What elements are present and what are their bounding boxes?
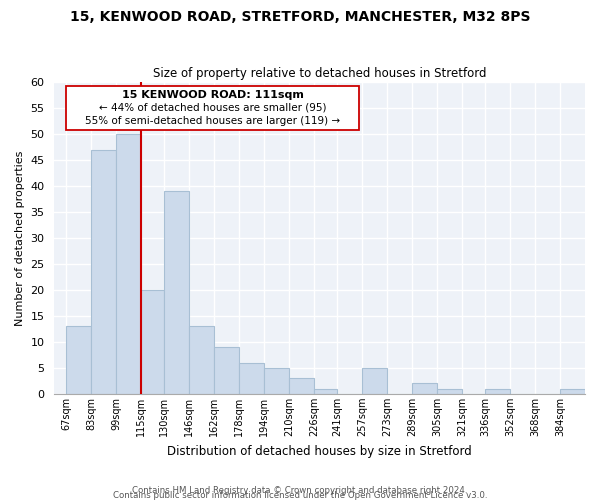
Bar	[264, 368, 289, 394]
Text: Contains HM Land Registry data © Crown copyright and database right 2024.: Contains HM Land Registry data © Crown c…	[132, 486, 468, 495]
Text: 55% of semi-detached houses are larger (119) →: 55% of semi-detached houses are larger (…	[85, 116, 340, 126]
Text: ← 44% of detached houses are smaller (95): ← 44% of detached houses are smaller (95…	[99, 103, 326, 113]
Bar	[189, 326, 214, 394]
Bar	[116, 134, 141, 394]
FancyBboxPatch shape	[66, 86, 359, 130]
Bar	[412, 384, 437, 394]
Bar	[141, 290, 164, 394]
Bar	[214, 347, 239, 394]
Bar	[289, 378, 314, 394]
Bar	[91, 150, 116, 394]
Text: Contains public sector information licensed under the Open Government Licence v3: Contains public sector information licen…	[113, 491, 487, 500]
Bar	[437, 388, 462, 394]
Bar	[164, 191, 189, 394]
Bar	[485, 388, 510, 394]
Y-axis label: Number of detached properties: Number of detached properties	[15, 150, 25, 326]
Text: 15, KENWOOD ROAD, STRETFORD, MANCHESTER, M32 8PS: 15, KENWOOD ROAD, STRETFORD, MANCHESTER,…	[70, 10, 530, 24]
Bar	[560, 388, 585, 394]
X-axis label: Distribution of detached houses by size in Stretford: Distribution of detached houses by size …	[167, 444, 472, 458]
Bar	[314, 388, 337, 394]
Bar	[66, 326, 91, 394]
Title: Size of property relative to detached houses in Stretford: Size of property relative to detached ho…	[152, 66, 486, 80]
Bar	[239, 362, 264, 394]
Text: 15 KENWOOD ROAD: 111sqm: 15 KENWOOD ROAD: 111sqm	[122, 90, 304, 100]
Bar	[362, 368, 387, 394]
